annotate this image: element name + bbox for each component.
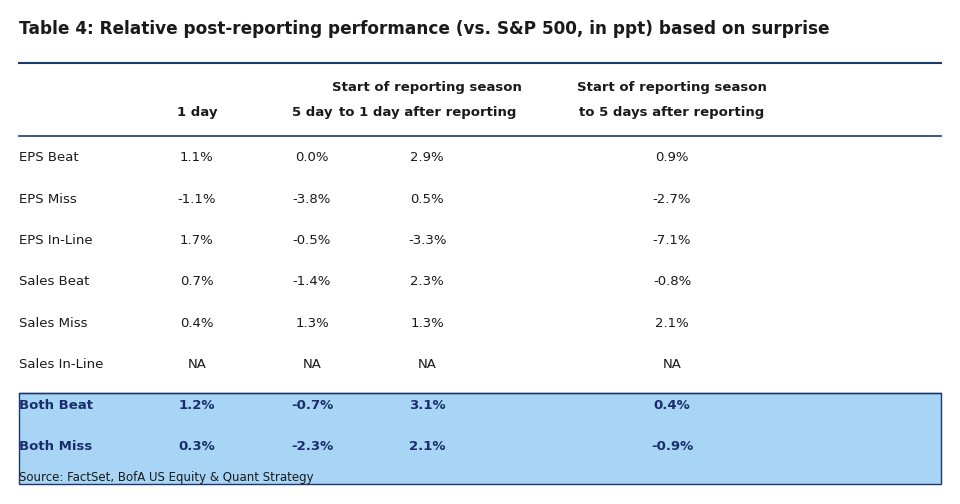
Text: 0.4%: 0.4% — [180, 317, 213, 330]
Text: 2.1%: 2.1% — [409, 440, 445, 454]
Text: -2.7%: -2.7% — [653, 193, 691, 206]
Text: -0.9%: -0.9% — [651, 440, 693, 454]
Text: Table 4: Relative post-reporting performance (vs. S&P 500, in ppt) based on surp: Table 4: Relative post-reporting perform… — [19, 20, 829, 38]
Text: 3.1%: 3.1% — [409, 399, 445, 412]
Text: -7.1%: -7.1% — [653, 234, 691, 247]
Text: 0.9%: 0.9% — [656, 151, 688, 164]
Text: NA: NA — [662, 358, 682, 371]
Text: 1.7%: 1.7% — [180, 234, 214, 247]
Text: 0.4%: 0.4% — [654, 399, 690, 412]
Text: Sales Miss: Sales Miss — [19, 317, 87, 330]
Text: to 1 day after reporting: to 1 day after reporting — [339, 106, 516, 119]
Text: -1.1%: -1.1% — [178, 193, 216, 206]
Text: to 5 days after reporting: to 5 days after reporting — [580, 106, 764, 119]
Text: 1.3%: 1.3% — [410, 317, 444, 330]
Text: Both Beat: Both Beat — [19, 399, 93, 412]
Text: 0.7%: 0.7% — [180, 275, 214, 288]
Text: 2.9%: 2.9% — [410, 151, 444, 164]
Text: -3.8%: -3.8% — [293, 193, 331, 206]
Text: NA: NA — [418, 358, 437, 371]
Text: EPS In-Line: EPS In-Line — [19, 234, 93, 247]
Text: -0.7%: -0.7% — [291, 399, 333, 412]
Text: -0.8%: -0.8% — [653, 275, 691, 288]
Text: -0.5%: -0.5% — [293, 234, 331, 247]
Text: Start of reporting season: Start of reporting season — [332, 81, 522, 94]
Text: 0.5%: 0.5% — [410, 193, 444, 206]
Text: 1.2%: 1.2% — [179, 399, 215, 412]
Text: 0.0%: 0.0% — [296, 151, 328, 164]
Text: 1 day: 1 day — [177, 106, 217, 119]
Text: Sales Beat: Sales Beat — [19, 275, 89, 288]
Text: EPS Miss: EPS Miss — [19, 193, 77, 206]
Text: Sales In-Line: Sales In-Line — [19, 358, 104, 371]
Text: 2.3%: 2.3% — [410, 275, 444, 288]
Text: EPS Beat: EPS Beat — [19, 151, 79, 164]
Text: 1.3%: 1.3% — [295, 317, 329, 330]
Text: 2.1%: 2.1% — [655, 317, 689, 330]
Text: 0.3%: 0.3% — [179, 440, 215, 454]
Text: -2.3%: -2.3% — [291, 440, 333, 454]
Text: NA: NA — [187, 358, 206, 371]
Text: Start of reporting season: Start of reporting season — [577, 81, 767, 94]
Text: Both Miss: Both Miss — [19, 440, 92, 454]
Text: Source: FactSet, BofA US Equity & Quant Strategy: Source: FactSet, BofA US Equity & Quant … — [19, 471, 314, 484]
Text: 1.1%: 1.1% — [180, 151, 214, 164]
Text: 5 day: 5 day — [292, 106, 332, 119]
Text: -3.3%: -3.3% — [408, 234, 446, 247]
Text: -1.4%: -1.4% — [293, 275, 331, 288]
Text: NA: NA — [302, 358, 322, 371]
